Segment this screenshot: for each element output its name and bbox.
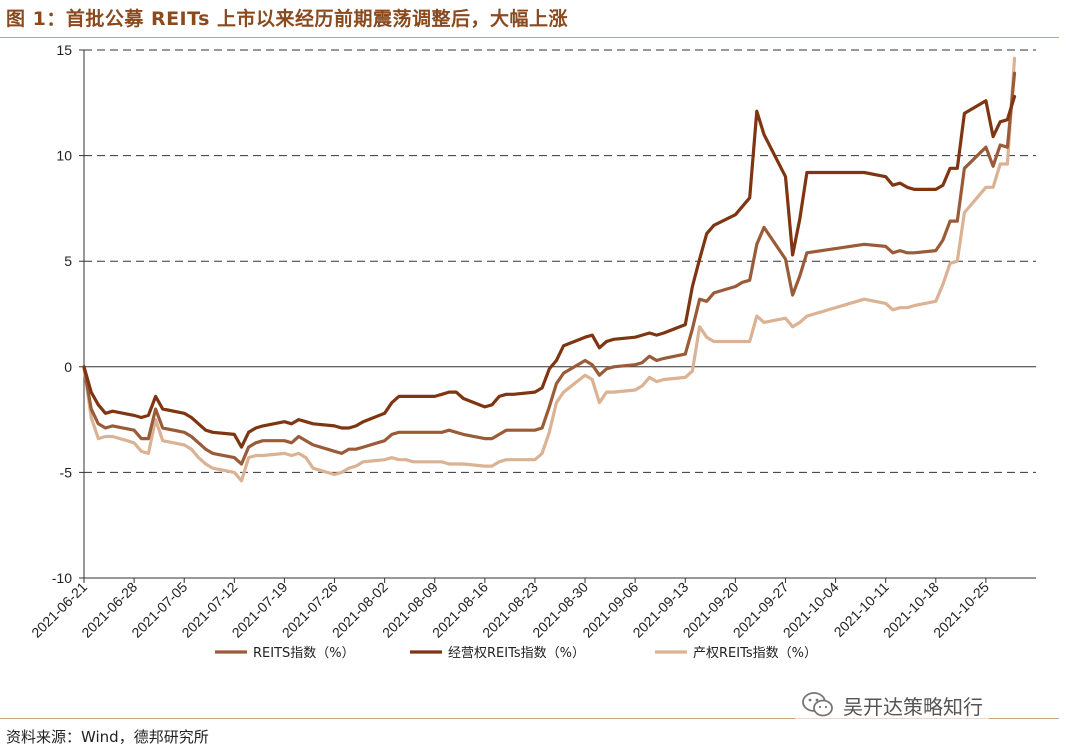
source-note: 资料来源：Wind，德邦研究所 [6,728,209,746]
y-tick-label: 10 [56,148,72,164]
axes [79,49,1036,583]
series-line-产权REITs指数 [82,56,1017,483]
series-line-REITS指数 [82,71,1017,466]
legend-label: 产权REITs指数（%） [693,645,817,661]
title-rule [0,37,1059,38]
gridlines [84,49,1036,473]
watermark-text: 吴开达策略知行 [843,694,983,719]
y-tick-label: 5 [64,253,72,269]
legend: REITS指数（%） 经营权REITs指数（%） 产权REITs指数（%） [215,645,817,661]
legend-label: 经营权REITs指数（%） [448,645,585,661]
line-chart: -10-50510152021-06-212021-06-282021-07-0… [28,42,1036,661]
wechat-icon [802,692,833,717]
series-lines [82,56,1017,483]
y-tick-label: 15 [56,42,72,58]
figure-title: 图 1：首批公募 REITs 上市以来经历前期震荡调整后，大幅上涨 [6,8,568,30]
y-tick-label: -5 [60,464,73,480]
tick-labels: -10-50510152021-06-212021-06-282021-07-0… [28,42,992,641]
watermark: 吴开达策略知行 [795,688,989,722]
y-tick-label: -10 [52,570,72,586]
legend-label: REITS指数（%） [253,646,355,661]
y-tick-label: 0 [64,359,72,375]
series-line-经营权REITs指数 [82,94,1017,449]
footer-rule [0,718,1059,719]
